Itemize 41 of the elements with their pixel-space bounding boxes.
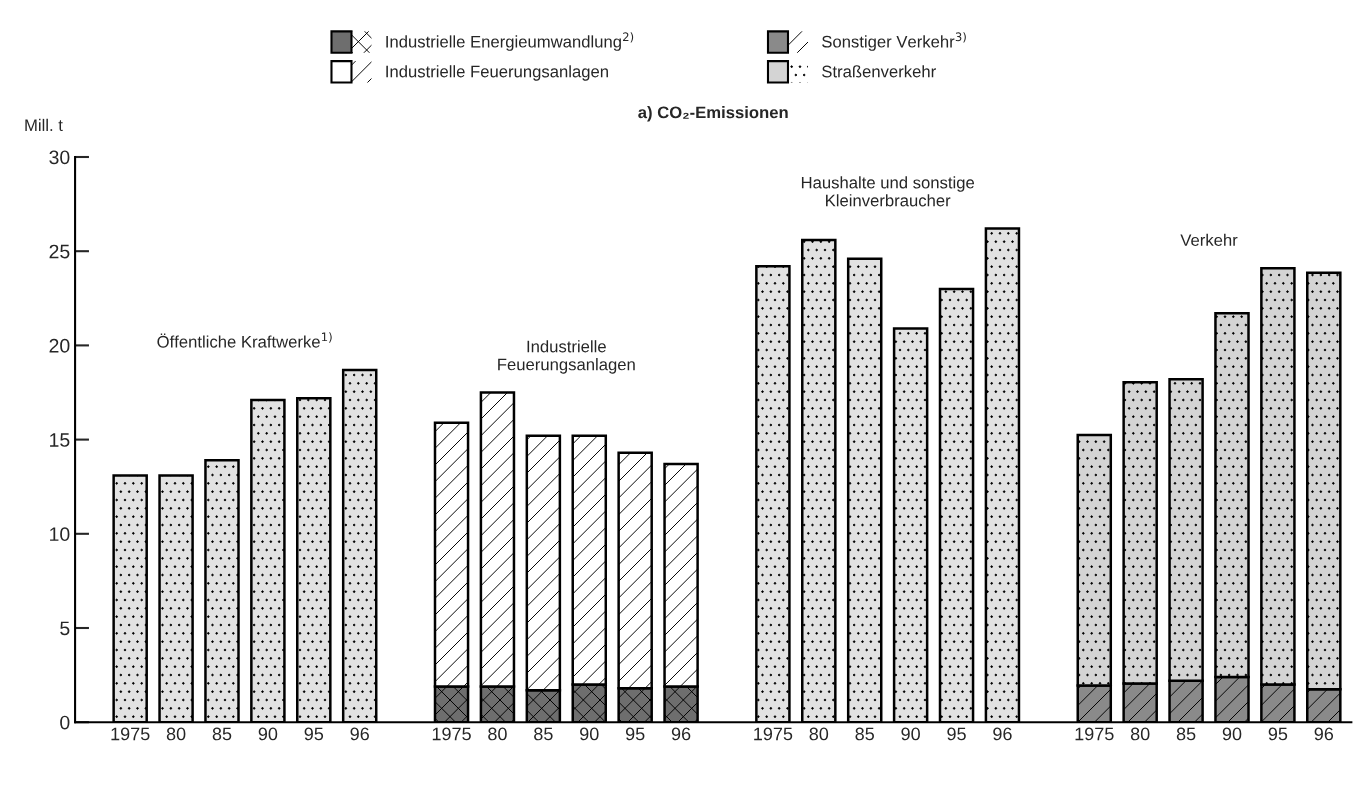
legend-label: Industrielle Energieumwandlung$^{2)}$ <box>386 32 634 51</box>
annotation: Verkehr <box>1180 233 1238 247</box>
x-tick-label: 1975 <box>111 727 150 741</box>
x-tick-label: 96 <box>350 727 369 741</box>
x-tick-label: 80 <box>166 727 186 741</box>
x-tick-label: 85 <box>212 727 232 741</box>
y-tick-label: 20 <box>49 338 70 353</box>
chart-title: a) CO₂-Emissionen <box>638 106 788 122</box>
annotation: Haushalte und sonstige Kleinverbraucher <box>801 176 975 207</box>
legend-label: Sonstiger Verkehr$^{3)}$ <box>822 32 966 51</box>
x-tick-label: 90 <box>258 727 278 741</box>
x-tick-label: 95 <box>947 727 966 741</box>
x-tick-label: 85 <box>1176 727 1196 741</box>
annotation: Öffentliche Kraftwerke$^{1)}$ <box>157 332 332 348</box>
y-tick-label: 5 <box>60 621 70 636</box>
x-tick-label: 95 <box>304 727 324 741</box>
x-tick-label: 80 <box>809 727 829 741</box>
x-tick-label: 90 <box>901 727 920 741</box>
y-tick-label: 25 <box>49 244 70 259</box>
x-tick-label: 1975 <box>432 727 471 741</box>
legend-label: Straßenverkehr <box>822 65 936 78</box>
x-tick-label: 95 <box>1268 727 1288 741</box>
x-tick-label: 1975 <box>1075 727 1114 741</box>
y-tick-label: 10 <box>50 527 70 542</box>
y-tick-label: 15 <box>50 433 70 447</box>
y-axis-title: Mill. t <box>25 118 63 132</box>
x-tick-label: 90 <box>580 727 599 741</box>
annotation: Industrielle Feuerungsanlagen <box>498 340 635 374</box>
y-tick-label: 0 <box>60 715 70 730</box>
x-tick-label: 1975 <box>754 727 793 741</box>
x-tick-label: 85 <box>855 727 874 741</box>
x-tick-label: 96 <box>1314 727 1334 741</box>
x-tick-label: 90 <box>1222 727 1242 741</box>
legend-label: Industrielle Feuerungsanlagen <box>386 65 608 81</box>
x-tick-label: 80 <box>1130 727 1150 741</box>
y-tick-label: 30 <box>49 150 70 165</box>
x-tick-label: 80 <box>488 727 507 741</box>
x-tick-label: 95 <box>625 727 645 741</box>
x-tick-label: 85 <box>534 727 553 741</box>
x-tick-label: 96 <box>671 727 691 741</box>
x-tick-label: 96 <box>993 727 1012 741</box>
